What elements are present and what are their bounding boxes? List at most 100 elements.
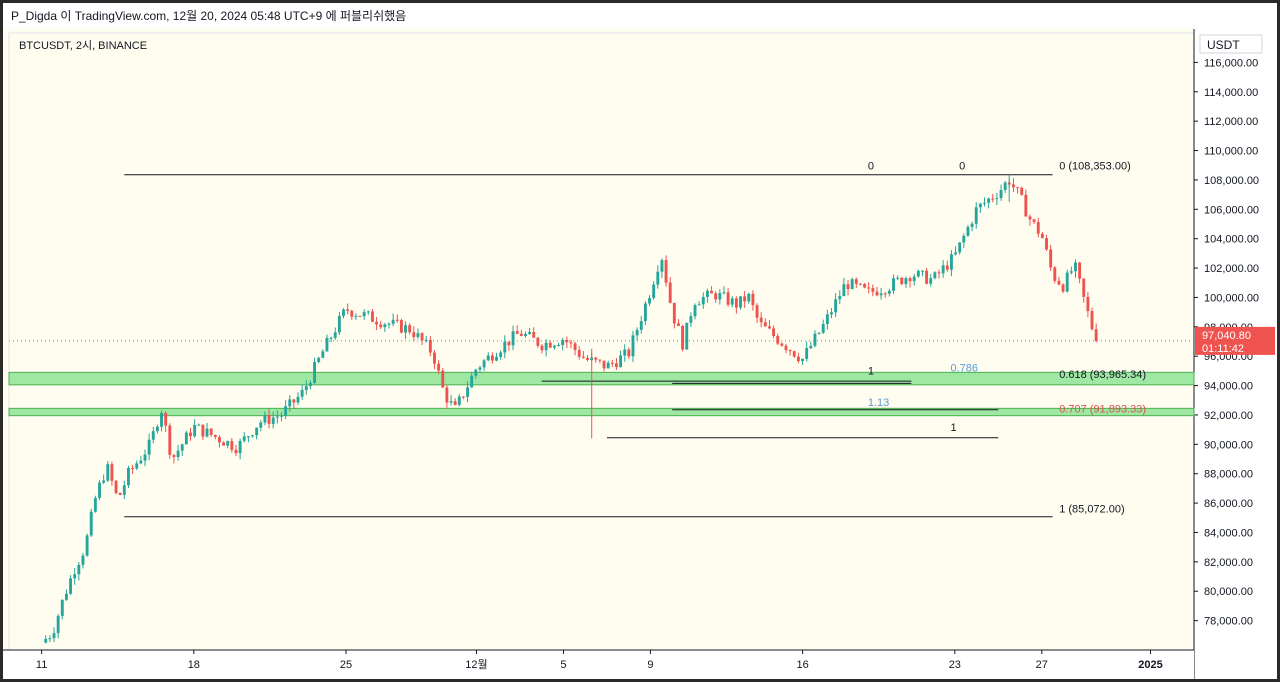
candle-body bbox=[437, 363, 441, 371]
candle-body bbox=[1090, 311, 1094, 330]
candle-body bbox=[528, 331, 532, 334]
candle-body bbox=[581, 356, 585, 358]
candle-body bbox=[730, 298, 734, 305]
candle-body bbox=[358, 315, 362, 317]
candle-body bbox=[734, 298, 738, 308]
candle-body bbox=[995, 198, 999, 200]
candle-body bbox=[925, 270, 929, 284]
candle-body bbox=[445, 387, 449, 403]
candle-body bbox=[871, 288, 875, 292]
y-tick-label: 94,000.00 bbox=[1204, 381, 1253, 393]
candle-body bbox=[275, 416, 279, 418]
candle-body bbox=[594, 357, 598, 360]
candle-body bbox=[664, 260, 668, 283]
candle-body bbox=[1045, 238, 1048, 250]
candle-body bbox=[238, 440, 242, 454]
x-tick-label: 23 bbox=[949, 659, 961, 671]
candle-body bbox=[205, 428, 209, 437]
price-chart[interactable]: USDT 116,000.00 114,000.00 112,000.00 110,00… bbox=[3, 29, 1277, 679]
candle-body bbox=[416, 333, 420, 338]
candle-body bbox=[89, 511, 93, 536]
candle-body bbox=[317, 357, 321, 363]
fib-annotation: 1 bbox=[868, 366, 874, 378]
candle-body bbox=[751, 293, 755, 306]
candle-body bbox=[122, 485, 126, 495]
publish-info: P_Digda 이 TradingView.com, 12월 20, 2024 … bbox=[11, 9, 407, 23]
candle-body bbox=[114, 480, 118, 493]
fib-annotation: 0.618 (93,965.34) bbox=[1059, 369, 1146, 381]
candle-body bbox=[271, 417, 275, 424]
candle-body bbox=[52, 633, 56, 639]
candle-body bbox=[511, 331, 515, 346]
y-tick-label: 116,000.00 bbox=[1204, 57, 1258, 69]
candle-body bbox=[399, 320, 403, 333]
candle-body bbox=[102, 480, 106, 483]
candle-body bbox=[255, 427, 259, 436]
candle-body bbox=[693, 305, 697, 317]
candle-body bbox=[482, 360, 486, 368]
candle-body bbox=[135, 463, 139, 469]
candle-body bbox=[325, 337, 329, 352]
chart-area[interactable]: USDT 116,000.00 114,000.00 112,000.00 110,00… bbox=[3, 29, 1277, 679]
candle-body bbox=[77, 564, 81, 575]
candle-body bbox=[1049, 249, 1053, 268]
y-tick-label: 102,000.00 bbox=[1204, 263, 1259, 275]
candle-body bbox=[383, 324, 387, 328]
candle-body bbox=[945, 265, 949, 270]
fib-annotation: 0 (108,353.00) bbox=[1059, 161, 1131, 173]
candle-body bbox=[768, 326, 771, 329]
candle-body bbox=[176, 450, 180, 458]
candle-body bbox=[490, 355, 494, 361]
candle-body bbox=[433, 352, 436, 364]
candle-body bbox=[557, 345, 560, 347]
candle-body bbox=[805, 348, 809, 359]
time-axis-panel bbox=[3, 650, 1194, 679]
candle-body bbox=[56, 615, 60, 634]
support-zone bbox=[8, 407, 1195, 417]
candle-body bbox=[172, 454, 176, 458]
candle-body bbox=[1074, 262, 1077, 272]
candle-body bbox=[73, 574, 77, 579]
candle-body bbox=[420, 333, 424, 341]
candles-group bbox=[44, 174, 1098, 644]
candle-body bbox=[428, 339, 432, 353]
candle-body bbox=[184, 432, 188, 445]
candle-body bbox=[64, 593, 68, 600]
candle-body bbox=[193, 424, 197, 437]
candle-body bbox=[921, 270, 924, 272]
candle-body bbox=[234, 449, 238, 454]
candle-body bbox=[246, 436, 250, 438]
x-tick-label: 11 bbox=[36, 659, 47, 671]
last-price-value: 97,040.80 bbox=[1202, 330, 1251, 342]
candle-body bbox=[81, 555, 85, 565]
candle-body bbox=[763, 322, 767, 327]
candle-body bbox=[1024, 194, 1028, 217]
candle-body bbox=[887, 290, 891, 294]
candle-body bbox=[544, 342, 548, 351]
candle-body bbox=[949, 254, 953, 270]
candle-body bbox=[668, 282, 672, 303]
candle-body bbox=[1040, 233, 1044, 239]
symbol-label: BTCUSDT, 2시, BINANCE bbox=[19, 40, 148, 52]
candle-body bbox=[937, 272, 941, 274]
candle-body bbox=[801, 358, 804, 362]
plot-border bbox=[8, 32, 1195, 651]
candle-body bbox=[350, 310, 354, 317]
x-tick-label: 16 bbox=[796, 659, 808, 671]
candle-body bbox=[747, 293, 751, 302]
candle-body bbox=[98, 482, 101, 498]
candle-body bbox=[623, 349, 627, 356]
candle-body bbox=[813, 333, 817, 346]
candle-body bbox=[213, 434, 217, 438]
candle-body bbox=[296, 396, 300, 403]
candle-body bbox=[974, 207, 978, 224]
candle-body bbox=[408, 325, 412, 333]
candle-body bbox=[983, 202, 986, 204]
candle-body bbox=[1016, 187, 1020, 189]
candle-body bbox=[830, 312, 833, 315]
fib-annotation: 0 bbox=[959, 161, 965, 173]
candle-body bbox=[478, 367, 482, 370]
candle-body bbox=[809, 345, 813, 349]
candle-body bbox=[110, 464, 114, 481]
candle-body bbox=[722, 292, 726, 294]
